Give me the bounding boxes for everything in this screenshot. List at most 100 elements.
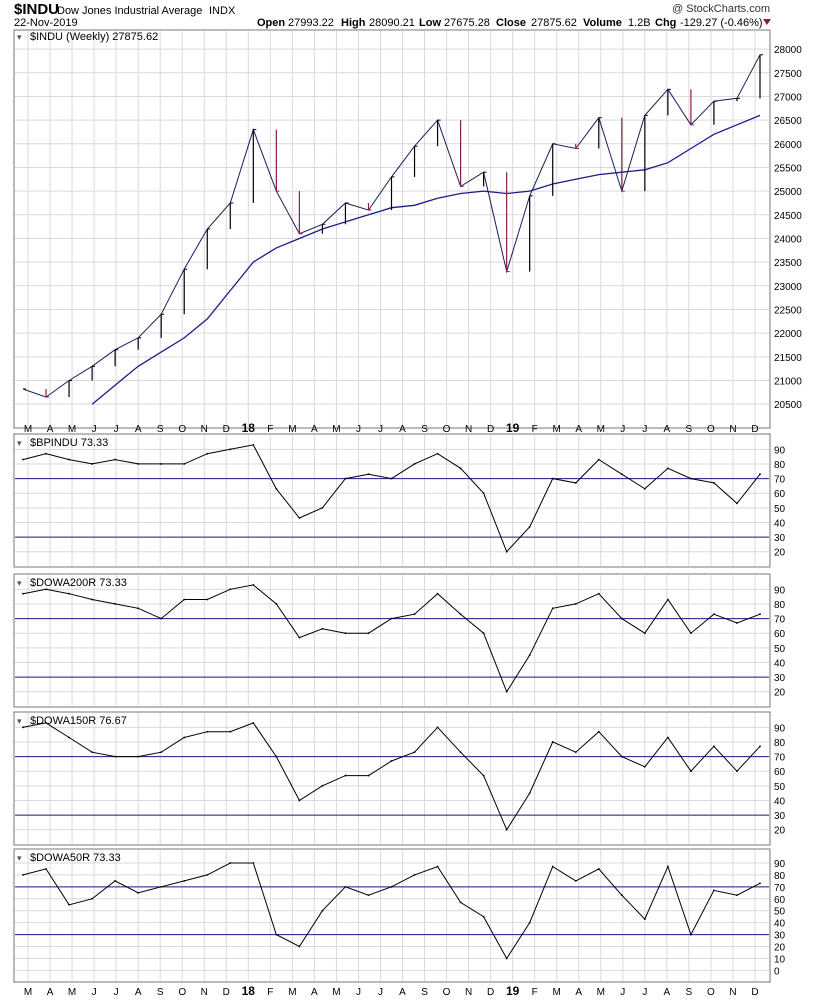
open-label: Open xyxy=(257,17,285,29)
dowa150r-point-2 xyxy=(68,736,70,739)
x-axis-label-bottom-22: 19 xyxy=(506,984,520,998)
x-axis-label-bottom-7: O xyxy=(178,987,186,998)
price-moving-average-line xyxy=(91,114,761,405)
dowa200r-point-8 xyxy=(206,598,209,601)
x-axis-label-mid-33: D xyxy=(751,424,758,435)
dowa150r-point-30 xyxy=(713,745,715,748)
dowa50r-point-24 xyxy=(574,879,577,882)
x-axis-label-bottom-28: J xyxy=(642,987,647,998)
dowa50r-point-18 xyxy=(436,865,439,868)
dowa200r-point-10 xyxy=(252,584,255,586)
dowa150r-point-24 xyxy=(574,751,577,754)
dowa50r-point-23 xyxy=(551,865,554,868)
ticker-symbol: $INDU xyxy=(14,1,59,18)
dowa200r-point-13 xyxy=(321,627,324,630)
dowa150r-point-6 xyxy=(160,751,163,754)
bpindu-point-30 xyxy=(713,482,715,484)
dowa50r-panel-title: $DOWA50R 73.33 xyxy=(30,852,121,864)
index-name: Dow Jones Industrial Average xyxy=(57,5,202,17)
x-axis-label-mid-8: N xyxy=(201,424,208,435)
dowa50r-point-15 xyxy=(367,894,370,897)
dowa50r-point-27 xyxy=(643,918,646,920)
price-panel-frame xyxy=(13,29,771,429)
bpindu-point-12 xyxy=(298,517,301,519)
bpindu-y-tick-6: 80 xyxy=(774,460,786,471)
dowa150r-point-27 xyxy=(643,765,646,768)
price-y-tick-7: 24000 xyxy=(774,234,802,245)
dowa200r-point-6 xyxy=(160,617,163,620)
dowa50r-y-tick-6: 60 xyxy=(774,895,786,906)
dowa150r-panel: 20 30 40 50 60 70 80 90 $DOWA150R 76.67 ▾ xyxy=(13,711,786,846)
x-axis-label-bottom-1: A xyxy=(47,987,54,998)
chart-date: 22-Nov-2019 xyxy=(14,17,78,29)
x-axis-label-mid-27: J xyxy=(620,424,625,435)
dowa50r-panel-marker: ▾ xyxy=(17,853,22,863)
x-axis-label-bottom-12: M xyxy=(288,987,296,998)
dowa200r-point-17 xyxy=(413,613,416,616)
price-y-tick-2: 21500 xyxy=(774,353,802,364)
dowa50r-point-4 xyxy=(114,879,117,882)
dowa200r-panel-y-axis: 20 30 40 50 60 70 80 90 xyxy=(774,585,786,698)
bpindu-y-tick-0: 20 xyxy=(774,548,786,559)
price-y-tick-13: 27000 xyxy=(774,92,802,103)
dowa150r-y-tick-6: 80 xyxy=(774,738,786,749)
dowa50r-point-22 xyxy=(528,921,531,924)
x-axis-label-bottom-10: 18 xyxy=(242,984,256,998)
dowa200r-point-20 xyxy=(482,632,485,635)
dowa50r-point-26 xyxy=(620,894,623,897)
dowa150r-panel-frame xyxy=(13,711,771,846)
dowa150r-point-17 xyxy=(413,751,416,754)
x-axis-label-mid-21: D xyxy=(487,424,494,435)
x-axis-label-mid-18: S xyxy=(421,424,428,435)
x-axis-label-mid-1: A xyxy=(47,424,54,435)
x-axis-label-mid-17: A xyxy=(399,424,406,435)
dowa50r-point-13 xyxy=(321,909,324,912)
x-axis-label-mid-12: M xyxy=(288,424,296,435)
close-label: Close xyxy=(496,17,526,29)
dowa150r-point-20 xyxy=(482,774,485,777)
dowa200r-point-2 xyxy=(68,592,70,595)
x-axis-label-mid-14: M xyxy=(332,424,340,435)
x-axis-label-bottom-15: J xyxy=(356,987,361,998)
x-axis-label-mid-10: 18 xyxy=(242,421,256,435)
chg-down-arrow-icon xyxy=(763,19,771,25)
price-y-tick-15: 28000 xyxy=(774,45,802,56)
dowa200r-point-25 xyxy=(597,592,600,595)
dowa50r-y-tick-0: 0 xyxy=(774,966,780,977)
dowa50r-y-tick-2: 20 xyxy=(774,943,786,954)
bpindu-point-27 xyxy=(643,487,646,490)
dowa50r-point-14 xyxy=(344,885,347,888)
x-axis-label-mid-3: J xyxy=(92,424,97,435)
x-axis-label-mid-25: A xyxy=(575,424,582,435)
bpindu-panel-frame xyxy=(13,433,771,568)
x-axis-label-bottom-19: O xyxy=(443,987,451,998)
dowa50r-point-5 xyxy=(137,891,140,894)
dowa50r-point-9 xyxy=(229,862,232,864)
x-axis-label-mid-4: J xyxy=(114,424,119,435)
x-axis-label-mid-22: 19 xyxy=(506,421,520,435)
dowa200r-point-19 xyxy=(459,613,462,616)
dowa200r-panel-title: $DOWA200R 73.33 xyxy=(30,577,127,589)
bpindu-point-10 xyxy=(252,444,255,446)
dowa50r-point-25 xyxy=(597,868,600,870)
x-axis-label-mid-31: O xyxy=(707,424,715,435)
bpindu-point-13 xyxy=(321,506,324,509)
price-y-tick-9: 25000 xyxy=(774,187,802,198)
x-axis-label-bottom-33: D xyxy=(751,987,758,998)
bpindu-panel-title: $BPINDU 73.33 xyxy=(30,437,108,449)
high-value: 28090.21 xyxy=(369,17,415,29)
bpindu-y-tick-4: 60 xyxy=(774,489,786,500)
price-panel-series xyxy=(22,54,763,405)
dowa50r-point-11 xyxy=(275,933,278,936)
exchange-label: INDX xyxy=(209,5,236,17)
dowa50r-y-tick-3: 30 xyxy=(774,931,786,942)
bpindu-point-31 xyxy=(736,502,738,505)
dowa200r-y-tick-3: 50 xyxy=(774,644,786,655)
dowa200r-point-23 xyxy=(551,607,554,610)
dowa200r-y-tick-1: 30 xyxy=(774,673,786,684)
dowa150r-point-26 xyxy=(620,755,623,758)
dowa50r-point-12 xyxy=(298,945,301,948)
dowa200r-point-7 xyxy=(183,598,186,601)
